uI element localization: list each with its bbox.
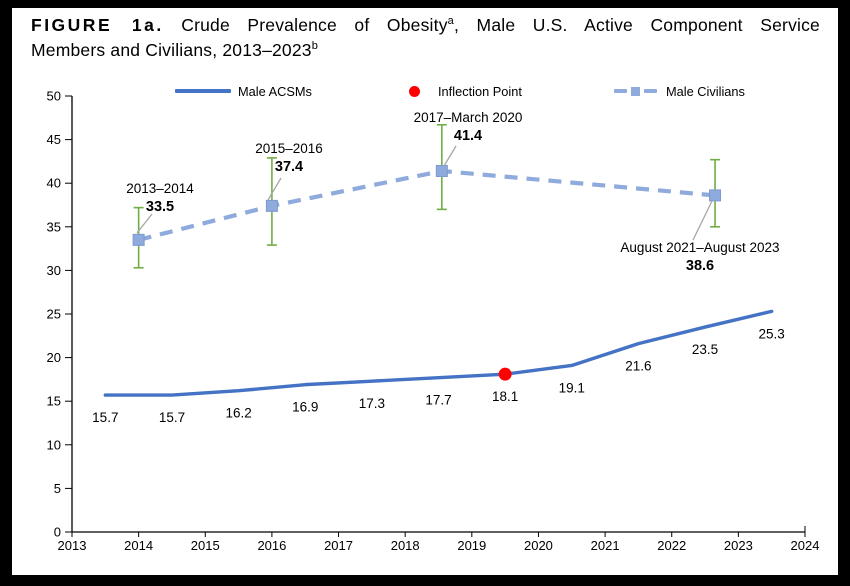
y-tick-label: 50 — [47, 89, 61, 104]
footnote-marker-a: a — [447, 15, 454, 28]
square-marker-swatch — [631, 86, 640, 96]
figure-number-label: FIGURE 1a. — [31, 15, 164, 35]
annotation-value-label: 37.4 — [275, 159, 303, 175]
y-tick-label: 40 — [47, 176, 61, 191]
x-tick-label: 2018 — [391, 538, 420, 553]
red-dot-swatch — [409, 85, 420, 97]
dash-segment — [644, 89, 657, 93]
x-tick-label: 2013 — [58, 538, 87, 553]
annotation-period-label: 2017–March 2020 — [414, 110, 523, 125]
acsm-data-label: 16.2 — [225, 406, 251, 421]
x-tick-label: 2014 — [124, 538, 153, 553]
acsm-data-label: 15.7 — [92, 410, 118, 425]
figure-title-line2: Members and Civilians, 2013–2023b — [31, 38, 820, 63]
x-tick-label: 2015 — [191, 538, 220, 553]
y-tick-label: 5 — [54, 481, 61, 496]
acsm-data-label: 17.7 — [425, 393, 451, 408]
male-civilians-line — [138, 168, 716, 242]
figure-title: FIGURE 1a. Crude Prevalence of Obesitya,… — [31, 13, 820, 63]
annotation-period-label: August 2021–August 2023 — [620, 240, 779, 255]
y-tick-label: 10 — [47, 437, 61, 452]
male-civilians-marker — [435, 164, 448, 177]
acsm-data-label: 25.3 — [759, 326, 785, 341]
x-tick-label: 2024 — [791, 538, 820, 553]
x-tick-label: 2017 — [324, 538, 353, 553]
y-tick-label: 0 — [54, 525, 61, 540]
figure-title-text2: Members and Civilians, 2013–2023 — [31, 40, 312, 60]
annotation-period-label: 2013–2014 — [126, 181, 194, 196]
annotation-value-label: 33.5 — [146, 199, 174, 215]
dashed-line-square-swatch — [614, 86, 657, 96]
footnote-marker-b: b — [311, 40, 319, 53]
male-civilians-marker — [709, 189, 722, 202]
annotation-period-label: 2015–2016 — [255, 141, 323, 156]
y-tick-label: 20 — [47, 350, 61, 365]
legend-label: Male ACSMs — [238, 83, 312, 99]
male-civilians-marker — [132, 233, 145, 246]
annotation-leader-line — [136, 213, 153, 234]
x-tick-label: 2019 — [457, 538, 486, 553]
male-civilians-marker — [265, 199, 278, 212]
x-tick-label: 2020 — [524, 538, 553, 553]
acsm-data-label: 16.9 — [292, 400, 318, 415]
figure-title-line1: FIGURE 1a. Crude Prevalence of Obesitya,… — [31, 13, 820, 38]
legend-item-inflection-point: Inflection Point — [409, 83, 522, 99]
x-tick-label: 2022 — [657, 538, 686, 553]
annotation-leader-line — [692, 200, 713, 241]
acsm-data-label: 19.1 — [559, 380, 585, 395]
acsm-data-label: 23.5 — [692, 342, 718, 357]
x-tick-label: 2021 — [591, 538, 620, 553]
legend-label: Inflection Point — [438, 83, 522, 99]
figure-title-tail: , Male U.S. Active Component Service — [453, 15, 820, 35]
acsm-data-label: 21.6 — [625, 359, 651, 374]
y-tick-label: 25 — [47, 307, 61, 322]
acsm-data-label: 18.1 — [492, 389, 518, 404]
y-tick-label: 30 — [47, 263, 61, 278]
inflection-point-dot — [498, 367, 512, 381]
annotation-value-label: 41.4 — [454, 128, 482, 144]
dash-segment — [614, 89, 627, 93]
acsm-data-label: 15.7 — [159, 410, 185, 425]
x-tick-label: 2016 — [257, 538, 286, 553]
annotation-value-label: 38.6 — [686, 258, 714, 274]
annotation-leader-line — [267, 177, 282, 201]
legend-item-male-acsms: Male ACSMs — [175, 83, 312, 99]
legend-item-male-civilians: Male Civilians — [614, 83, 745, 99]
legend-label: Male Civilians — [666, 83, 745, 99]
y-tick-label: 35 — [47, 219, 61, 234]
annotation-leader-line — [443, 145, 457, 167]
figure-title-text: Crude Prevalence of Obesity — [181, 15, 448, 35]
acsm-data-label: 17.3 — [359, 396, 385, 411]
y-tick-label: 15 — [47, 394, 61, 409]
male-acsms-line — [103, 309, 774, 397]
x-tick-label: 2023 — [724, 538, 753, 553]
y-tick-label: 45 — [47, 132, 61, 147]
solid-line-swatch — [175, 89, 231, 93]
